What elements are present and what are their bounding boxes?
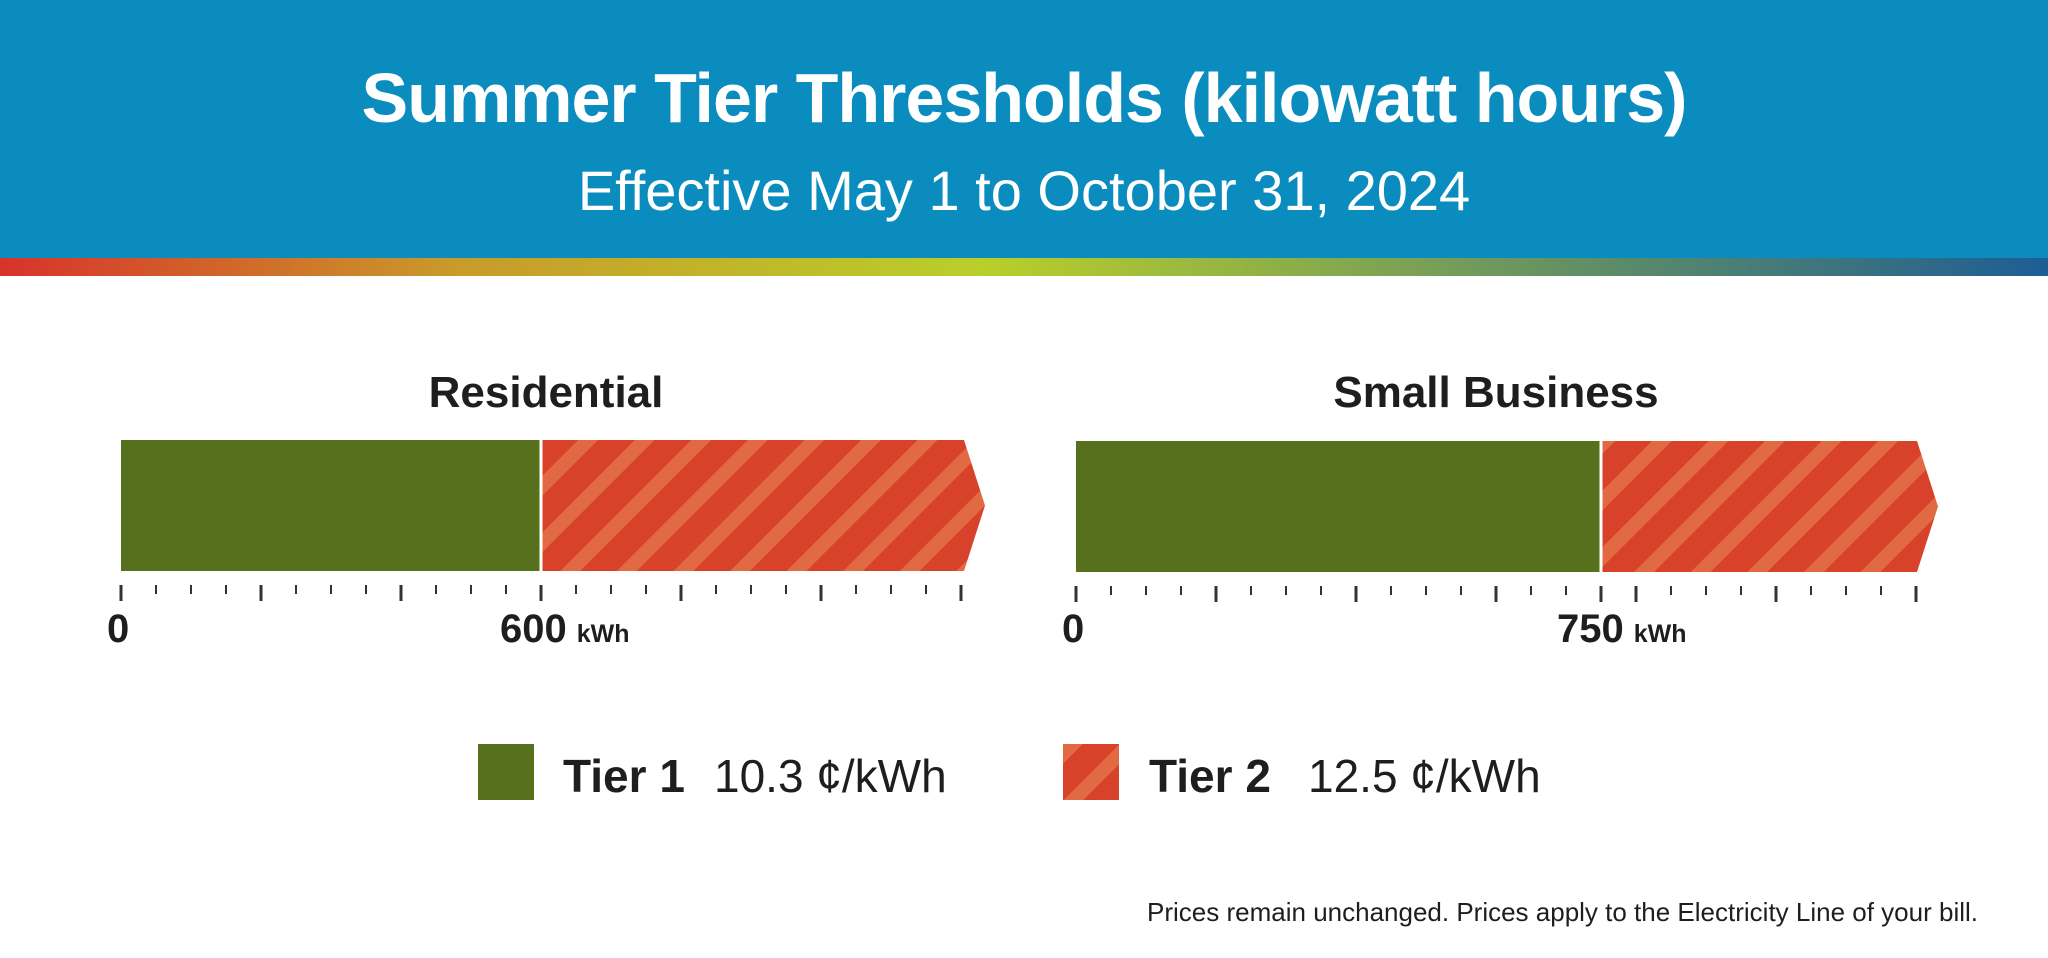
threshold-label-small-business: 750 kWh: [1557, 607, 1687, 652]
tier1-bar-small-business: [1076, 441, 1601, 572]
page-title: Summer Tier Thresholds (kilowatt hours): [361, 59, 1688, 137]
chart-title-residential: Residential: [428, 368, 664, 417]
footnote: Prices remain unchanged. Prices apply to…: [1147, 897, 1978, 927]
legend-label-tier1: Tier 1: [563, 750, 685, 802]
threshold-value-small-business: 750: [1557, 607, 1624, 651]
legend-swatch-tier2: [1063, 744, 1119, 800]
chart-title-small-business: Small Business: [1333, 368, 1659, 417]
origin-label-small-business: 0: [1062, 607, 1085, 651]
header-banner: [0, 0, 2048, 258]
tier2-bar-small-business: [1601, 441, 1938, 572]
rainbow-stripe: [0, 258, 2048, 276]
tier1-bar-residential: [121, 440, 541, 571]
threshold-label-residential: 600 kWh: [500, 607, 630, 652]
threshold-unit-small-business: kWh: [1633, 620, 1687, 648]
threshold-unit-residential: kWh: [576, 620, 630, 648]
origin-label-residential: 0: [107, 607, 130, 651]
legend-price-tier2: 12.5 ¢/kWh: [1308, 750, 1541, 802]
legend-price-tier1: 10.3 ¢/kWh: [714, 750, 947, 802]
threshold-value-residential: 600: [500, 607, 567, 651]
tier2-bar-residential: [541, 440, 985, 571]
legend-label-tier2: Tier 2: [1149, 750, 1271, 802]
page-subtitle: Effective May 1 to October 31, 2024: [577, 159, 1471, 222]
legend-swatch-tier1: [478, 744, 534, 800]
